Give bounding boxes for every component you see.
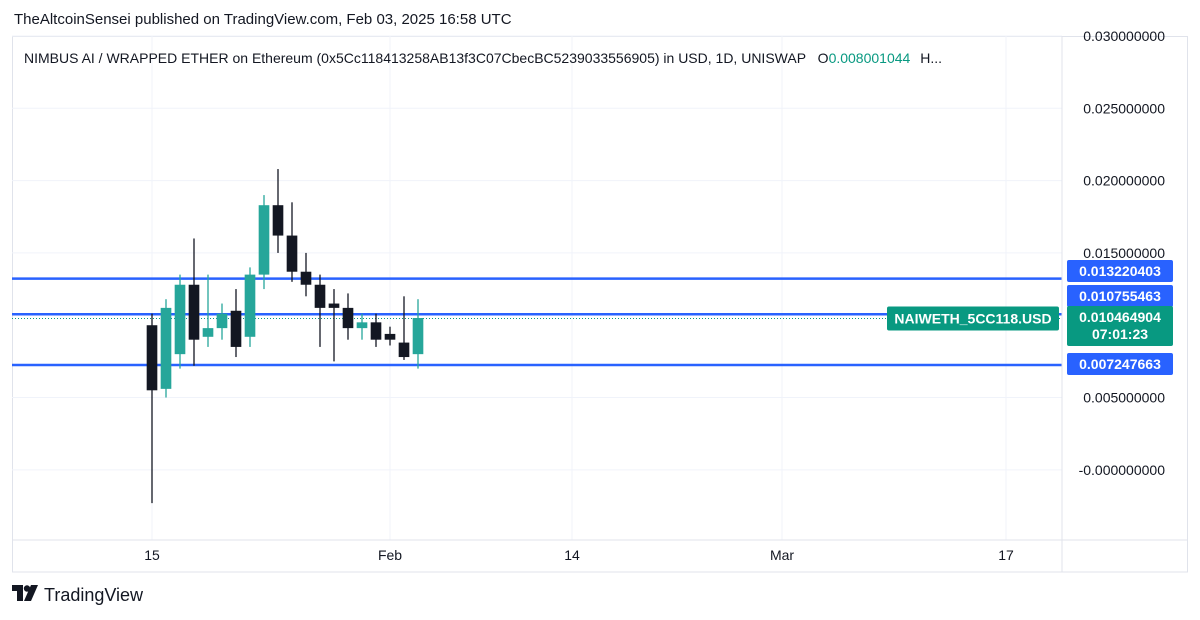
level-badge-upper <box>1067 260 1173 282</box>
y-tick-label: 0.015000000 <box>1083 245 1165 261</box>
candle-body <box>272 205 284 236</box>
candle-body <box>342 307 354 329</box>
level-badge-lower-text: 0.007247663 <box>1079 356 1161 372</box>
y-tick-label: 0.030000000 <box>1083 28 1165 44</box>
candle-body <box>384 333 396 340</box>
x-tick-label: 14 <box>564 547 580 563</box>
open-label: O <box>817 50 829 66</box>
footer-brand[interactable]: TradingView <box>44 585 144 605</box>
candle-body <box>160 307 172 389</box>
candle-body <box>230 310 242 347</box>
footer: TradingView <box>12 585 143 606</box>
price-badges: 0.013220403 0.010755463 0.007247663 0.01046… <box>887 260 1173 375</box>
candle-body <box>286 235 298 272</box>
current-price-badge-text: 0.010464904 <box>1079 309 1161 325</box>
candle-body <box>258 205 270 275</box>
open-value: 0.008001044 <box>828 50 911 66</box>
x-tick-label: 17 <box>998 547 1014 563</box>
candle-body <box>356 322 368 329</box>
candle-body <box>244 274 256 337</box>
high-label: H... <box>920 50 942 66</box>
tradingview-logo-icon[interactable] <box>12 585 38 606</box>
candle-body <box>188 284 200 340</box>
chart-header: NIMBUS AI / WRAPPED ETHER on Ethereum (0… <box>24 50 942 66</box>
chart-title: NIMBUS AI / WRAPPED ETHER on Ethereum (0… <box>24 50 806 66</box>
x-tick-label: Feb <box>378 547 402 563</box>
level-badge-upper-text: 0.013220403 <box>1079 263 1161 279</box>
candles <box>146 169 424 504</box>
current-price-badge-text: 07:01:23 <box>1092 326 1148 342</box>
candle-body <box>412 318 424 355</box>
candle-body <box>146 325 158 391</box>
y-tick-label: -0.000000000 <box>1079 462 1166 478</box>
symbol-badge <box>887 306 1059 331</box>
candle-body <box>398 342 410 358</box>
price-axis: 0.030000000 0.025000000 0.020000000 0.01500… <box>12 28 1188 573</box>
candle-body <box>216 313 228 329</box>
time-axis: 15 Feb 14 Mar 17 <box>144 547 1014 563</box>
candle-body <box>370 322 382 340</box>
symbol-badge-text: NAIWETH_5CC118.USD <box>894 311 1051 327</box>
candle-body <box>314 284 326 308</box>
candle-body <box>174 284 186 355</box>
y-tick-label: 0.025000000 <box>1083 100 1165 116</box>
publisher-line: TheAltcoinSensei published on TradingVie… <box>14 11 512 28</box>
y-tick-label: 0.020000000 <box>1083 173 1165 189</box>
candle-body <box>202 328 214 337</box>
candle-body <box>300 271 312 285</box>
grid-lines <box>12 35 1062 540</box>
level-badge-middle <box>1067 285 1173 307</box>
x-tick-label: 15 <box>144 547 160 563</box>
y-tick-label: 0.005000000 <box>1083 390 1165 406</box>
level-badge-middle-text: 0.010755463 <box>1079 288 1161 304</box>
current-price-badge <box>1067 306 1173 346</box>
candle-body <box>328 303 340 308</box>
x-tick-label: Mar <box>770 547 794 563</box>
level-badge-lower <box>1067 353 1173 375</box>
